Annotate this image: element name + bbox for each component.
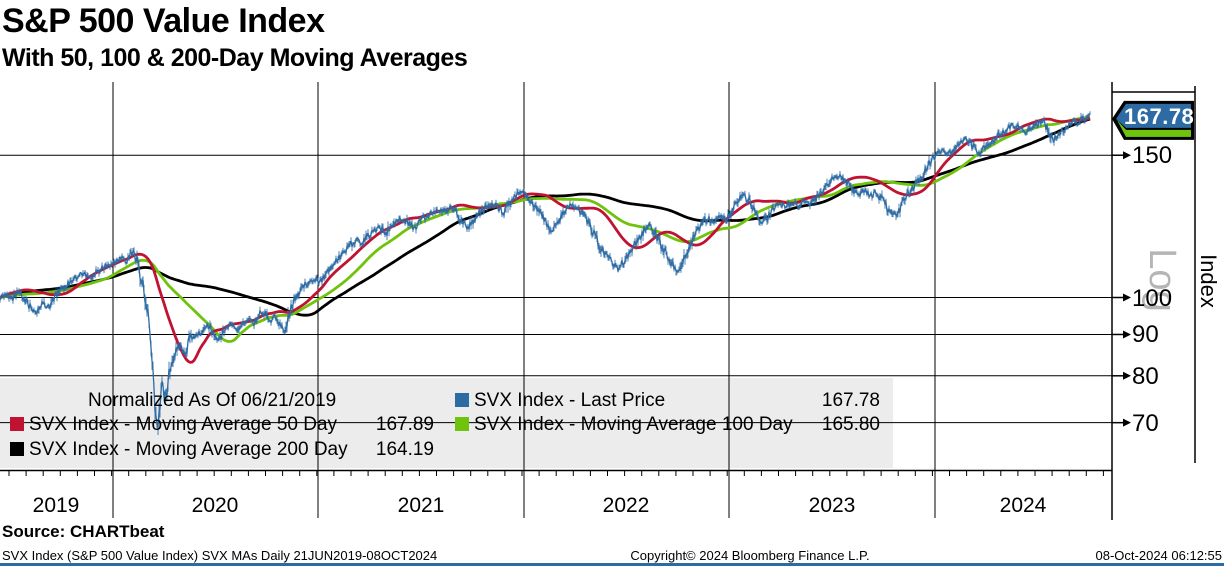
tick-arrow-icon — [1123, 418, 1131, 427]
y-tick-label: 100 — [1132, 284, 1173, 312]
x-tick-label-year: 2022 — [602, 494, 650, 517]
tick-arrow-icon — [1123, 371, 1131, 380]
price-marker-stripe-tip — [1117, 119, 1126, 137]
legend-swatch-ma200 — [10, 442, 24, 456]
x-tick-label-year: 2020 — [191, 494, 239, 517]
footer-copyright: Copyright© 2024 Bloomberg Finance L.P. — [630, 548, 870, 563]
legend-row-2: SVX Index - Moving Average 50 Day 167.89… — [0, 414, 893, 436]
tick-arrow-icon — [1123, 151, 1131, 160]
legend-value-ma100: 165.80 — [821, 414, 880, 435]
legend-label-ma100: SVX Index - Moving Average 100 Day — [474, 414, 793, 435]
legend-normalized-label: Normalized As Of 06/21/2019 — [88, 390, 337, 411]
legend-label-last-price: SVX Index - Last Price — [474, 390, 666, 411]
price-line — [0, 113, 1091, 430]
window-bottom-edge — [0, 563, 1224, 566]
y-tick-label: 70 — [1132, 409, 1159, 437]
y-axis-title: Index — [1196, 254, 1221, 308]
legend-value-ma200: 164.19 — [375, 439, 434, 460]
legend-value-last-price: 167.78 — [821, 390, 880, 411]
legend-row-1: Normalized As Of 06/21/2019 SVX Index - … — [0, 390, 893, 412]
ma-200-line — [0, 117, 1091, 317]
legend-label-ma200: SVX Index - Moving Average 200 Day — [29, 439, 348, 460]
footer-timestamp: 08-Oct-2024 06:12:55 — [1095, 548, 1222, 563]
x-tick-label-year: 2024 — [999, 494, 1047, 517]
x-tick-label-year: 2023 — [808, 494, 856, 517]
page-title: S&P 500 Value Index — [2, 2, 325, 40]
tick-arrow-icon — [1123, 330, 1131, 339]
legend-swatch-last-price — [455, 393, 469, 407]
legend-swatch-ma100 — [455, 417, 469, 431]
ma-100-line — [0, 115, 1091, 343]
legend-label-ma50: SVX Index - Moving Average 50 Day — [29, 414, 338, 435]
y-tick-label: 80 — [1132, 362, 1159, 390]
legend-row-3: SVX Index - Moving Average 200 Day 164.1… — [0, 439, 893, 461]
y-tick-label: 90 — [1132, 321, 1159, 349]
x-tick-label-year: 2019 — [32, 494, 80, 517]
x-tick-label-year: 2021 — [397, 494, 445, 517]
legend-value-ma50: 167.89 — [375, 414, 434, 435]
tick-arrow-icon — [1123, 293, 1131, 302]
footer-security-info: SVX Index (S&P 500 Value Index) SVX MAs … — [2, 548, 438, 563]
price-marker-bubble — [1116, 103, 1191, 128]
last-price-marker-value: 167.78 — [1124, 103, 1195, 129]
y-tick-label: 150 — [1132, 142, 1173, 170]
price-marker-stripe — [1126, 129, 1191, 137]
legend-swatch-ma50 — [10, 417, 24, 431]
source-note: Source: CHARTbeat — [2, 522, 165, 541]
page-subtitle: With 50, 100 & 200-Day Moving Averages — [2, 44, 468, 72]
